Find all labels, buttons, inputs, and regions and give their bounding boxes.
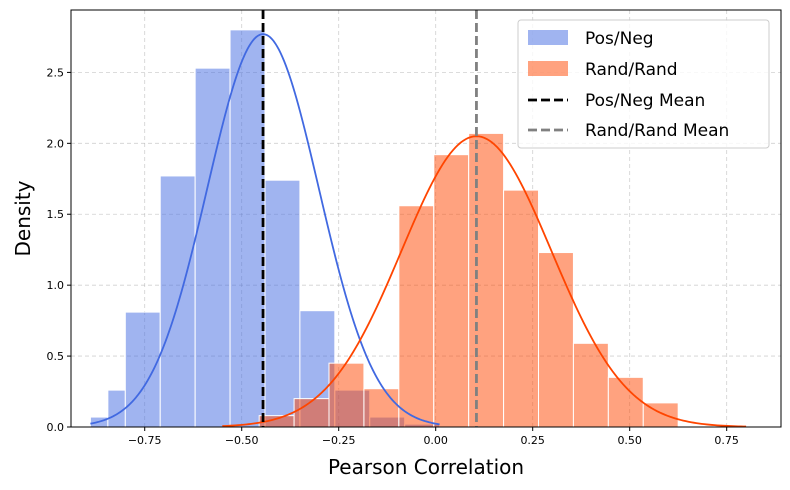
x-tick-label-1: −0.50: [225, 434, 259, 447]
legend-label-rand-rand-mean: Rand/Rand Mean: [585, 121, 729, 141]
x-tick-label-4: 0.25: [520, 434, 545, 447]
bar-pos-neg-2: [124, 311, 161, 428]
y-tick-label-2: 1.0: [47, 279, 65, 292]
legend-box: [517, 19, 770, 149]
y-tick-label-0: 0.0: [47, 421, 65, 434]
y-tick-label-3: 1.5: [47, 208, 65, 221]
legend: Pos/Neg Rand/Rand Pos/Neg Mean Rand/Rand…: [517, 19, 770, 149]
density-curve-pos-neg: [90, 33, 440, 426]
bar-rand-rand-3: [363, 388, 400, 428]
bar-pos-neg-6: [264, 179, 301, 428]
bar-rand-rand-2: [328, 362, 365, 428]
bar-pos-neg-3: [159, 175, 196, 428]
legend-label-pos-neg-mean: Pos/Neg Mean: [585, 91, 705, 111]
x-tick-label-5: 0.50: [617, 434, 642, 447]
x-tick-label-0: −0.75: [128, 434, 162, 447]
y-tick-label-4: 2.0: [47, 137, 65, 150]
x-tick-label-3: 0.00: [423, 434, 448, 447]
y-axis-title: Density: [11, 180, 35, 256]
bar-rand-rand-5: [433, 154, 470, 428]
legend-label-pos-neg: Pos/Neg: [585, 29, 654, 49]
bar-rand-rand-4: [398, 205, 435, 428]
y-tick-label-1: 0.5: [47, 350, 65, 363]
bar-rand-rand-10: [607, 376, 644, 428]
histogram-bars: [89, 29, 679, 428]
bar-rand-rand-7: [503, 189, 540, 428]
x-axis-title: Pearson Correlation: [328, 455, 524, 479]
density-curves: [90, 33, 747, 428]
legend-swatch-rand-rand: [528, 61, 568, 76]
legend-label-rand-rand: Rand/Rand: [585, 60, 678, 80]
bar-rand-rand-6: [468, 132, 505, 428]
axis-ticks: −0.75 −0.50 −0.25 0.00 0.25 0.50 0.75 0.0 0.5 1.0…: [47, 66, 739, 447]
density-curve-rand-rand: [222, 135, 747, 428]
y-tick-label-5: 2.5: [47, 66, 65, 79]
x-tick-label-2: −0.25: [322, 434, 356, 447]
plot-area-frame: [70, 9, 782, 428]
bar-pos-neg-5: [229, 29, 266, 428]
mean-lines: [261, 10, 478, 427]
legend-swatch-pos-neg: [528, 30, 568, 45]
bar-rand-rand-1: [293, 398, 330, 428]
bar-pos-neg-1: [107, 389, 126, 428]
bar-rand-rand-8: [538, 252, 574, 428]
bar-pos-neg-4: [194, 67, 231, 428]
x-tick-label-6: 0.75: [714, 434, 739, 447]
